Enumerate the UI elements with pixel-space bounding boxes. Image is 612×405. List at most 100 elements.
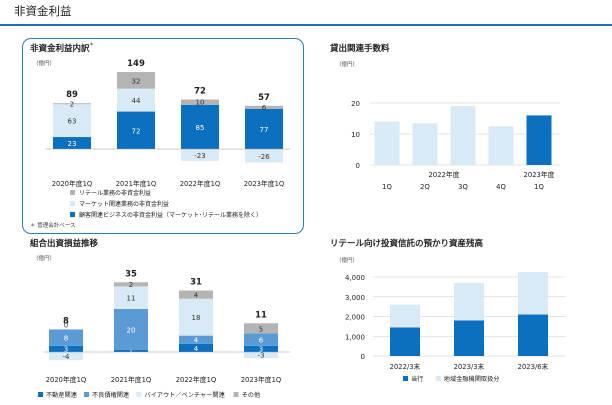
bar — [526, 115, 552, 165]
data-label: 23 — [68, 140, 77, 148]
bar-segment — [53, 137, 91, 149]
chart-retail-fund-balance: リテール向け投資信託の預かり資産残高 （億円） 0 1,000 2,000 3,000… — [330, 238, 565, 383]
data-label: 77 — [260, 126, 269, 134]
y-tick-label: 2,000 — [345, 314, 365, 322]
bar-segment — [179, 298, 213, 336]
bar-segment — [518, 314, 548, 356]
data-label: 4 — [194, 337, 199, 345]
data-label: 4 — [194, 292, 199, 300]
chart1-footnote: ＊ 管理会計ベース — [30, 221, 75, 229]
total-label: 57 — [258, 93, 270, 103]
legend-label: 当行 — [411, 375, 423, 383]
legend-label: バイアウト／ベンチャー関連 — [144, 391, 225, 399]
chart-loan-fees: 貸出関連手数料 （億円） 0 10 20 1Q 2Q 3Q 4Q 1Q 2022年度 2023年度 — [329, 43, 560, 191]
bar-segment — [114, 286, 148, 309]
data-label: -26 — [258, 153, 270, 161]
legend-swatch — [233, 392, 239, 397]
bar-segment — [181, 149, 219, 161]
x-tick-label: 2Q — [420, 183, 430, 191]
data-label: 2 — [129, 281, 133, 289]
legend-swatch — [70, 212, 75, 217]
bar-segment — [245, 105, 283, 109]
legend-swatch — [70, 190, 75, 195]
data-label: 18 — [192, 314, 201, 322]
bar-segment — [181, 104, 219, 149]
data-label: 6 — [262, 104, 267, 112]
data-label: 72 — [132, 127, 141, 135]
y-tick-label: 10 — [351, 131, 360, 139]
bar-segment — [114, 308, 148, 350]
data-label: 44 — [132, 97, 141, 105]
data-label: 1 — [129, 347, 133, 355]
data-label: 0 — [64, 321, 68, 329]
data-label: 63 — [68, 118, 77, 126]
bar-segment — [244, 323, 278, 334]
bar-segment — [245, 108, 283, 149]
chart-non-interest-income: 非資金利益内訳 * （億円） 23 63 289 2020年度1Q 72 44 32 149 2… — [30, 42, 290, 229]
data-label: 5 — [259, 325, 263, 333]
data-label: 32 — [132, 77, 141, 85]
legend-swatch — [435, 376, 441, 381]
bar-segment — [518, 272, 548, 315]
data-label: 4 — [194, 345, 199, 353]
bar-segment — [179, 290, 213, 299]
legend-label: 顧客関連ビジネスの非資金利益（マーケット･リテール業務を除く） — [79, 211, 262, 219]
data-label: -4 — [63, 353, 71, 361]
bar-segment — [49, 329, 83, 346]
x-tick-label: 2020年度1Q — [52, 179, 93, 188]
bar-segment — [244, 352, 278, 359]
data-label: -23 — [194, 152, 205, 160]
page-title: 非資金利益 — [14, 4, 72, 18]
highlight-panel-border — [22, 38, 304, 234]
legend-label: リテール業務の非資金利益 — [79, 189, 151, 197]
bar-segment — [179, 335, 213, 344]
data-label: 3 — [259, 345, 263, 353]
bar-segment — [245, 149, 283, 163]
chart2-title: 貸出関連手数料 — [329, 43, 390, 54]
x-tick-label: 2022年度1Q — [180, 179, 221, 188]
chart4-unit: （億円） — [336, 256, 358, 264]
bar-segment — [49, 352, 83, 361]
chart1-unit: （億円） — [33, 59, 55, 67]
chart2-unit: （億円） — [336, 60, 358, 68]
data-label: 3 — [64, 345, 68, 353]
data-label: -3 — [258, 352, 265, 360]
bar-segment — [179, 343, 213, 352]
bar — [374, 121, 400, 165]
chart3-title: 組合出資損益推移 — [30, 238, 99, 249]
bar-segment — [390, 327, 420, 356]
y-tick-label: 20 — [351, 100, 360, 108]
x-tick-label: 2023年度1Q — [244, 179, 285, 188]
bar-segment — [53, 104, 91, 138]
chart1-title: 非資金利益内訳 — [30, 43, 90, 54]
legend-label: その他 — [242, 391, 261, 399]
legend-swatch — [136, 392, 142, 397]
x-tick-label: 2023/6末 — [518, 362, 549, 371]
x-tick-label: 2022年度1Q — [176, 375, 217, 384]
y-tick-label: 4,000 — [345, 274, 365, 282]
bar-segment — [53, 103, 91, 105]
bar — [412, 123, 438, 165]
x-tick-label: 3Q — [458, 183, 468, 191]
x-tick-label: 1Q — [382, 183, 392, 191]
data-label: 20 — [127, 326, 136, 334]
total-label: 149 — [127, 59, 145, 69]
total-label: 11 — [255, 310, 267, 320]
total-label: 89 — [66, 90, 78, 100]
bar — [488, 126, 514, 165]
bar-segment — [244, 345, 278, 352]
total-label: 8 — [63, 316, 69, 326]
data-label: 85 — [196, 124, 205, 132]
bar-segment — [114, 282, 148, 287]
chart-partnership-income: 組合出資損益推移 （億円） 38-4082020年度1Q120112352021… — [30, 238, 290, 399]
data-label: 11 — [127, 295, 136, 303]
chart4-title: リテール向け投資信託の預かり資産残高 — [330, 238, 484, 249]
bar-segment — [244, 333, 278, 346]
x-tick-label: 1Q — [534, 183, 544, 191]
x-tick-label: 2021年度1Q — [116, 179, 157, 188]
total-label: 31 — [190, 278, 202, 288]
legend-label: マーケット関連業務の非資金利益 — [79, 200, 169, 208]
x-tick-label: 4Q — [496, 183, 506, 191]
y-tick-label: 1,000 — [345, 333, 365, 341]
